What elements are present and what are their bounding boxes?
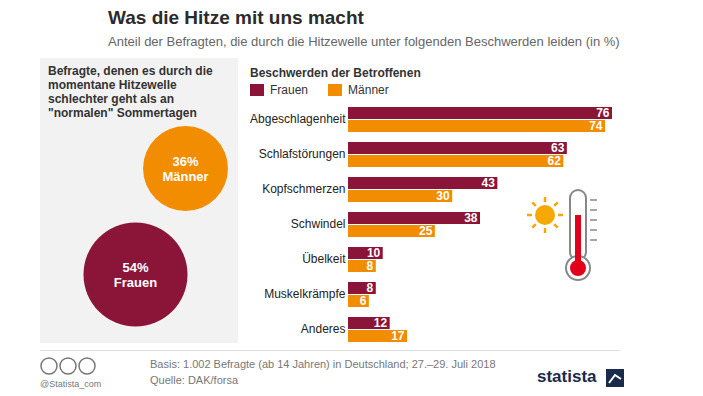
svg-text:Kopfschmerzen: Kopfschmerzen bbox=[262, 182, 345, 196]
svg-text:8: 8 bbox=[367, 281, 374, 295]
html-text:Quelle: DAK/forsa: Quelle: DAK/forsa bbox=[150, 374, 238, 386]
svg-text:62: 62 bbox=[548, 154, 562, 168]
svg-text:8: 8 bbox=[367, 259, 374, 273]
html-text:Anteil der Befragten, die durc: Anteil der Befragten, die durch die Hitz… bbox=[108, 34, 620, 49]
html-text:Beschwerden der Betroffenen: Beschwerden der Betroffenen bbox=[250, 66, 421, 80]
svg-text:63: 63 bbox=[551, 141, 565, 155]
svg-text:36%Männer: 36%Männer bbox=[162, 154, 208, 185]
svg-text:Schwindel: Schwindel bbox=[291, 217, 346, 231]
svg-text:10: 10 bbox=[367, 246, 381, 260]
html-text:Was die Hitze mit uns macht: Was die Hitze mit uns macht bbox=[108, 7, 364, 28]
html-text:@Statista_com: @Statista_com bbox=[40, 379, 102, 389]
svg-text:54%Frauen: 54%Frauen bbox=[114, 260, 157, 291]
svg-text:74: 74 bbox=[589, 119, 603, 133]
svg-text:12: 12 bbox=[374, 316, 388, 330]
svg-text:Muskelkrämpfe: Muskelkrämpfe bbox=[264, 287, 346, 301]
svg-text:Abgeschlagenheit: Abgeschlagenheit bbox=[250, 112, 346, 126]
svg-text:Übelkeit: Übelkeit bbox=[302, 252, 346, 266]
svg-text:Anderes: Anderes bbox=[301, 322, 346, 336]
svg-text:6: 6 bbox=[360, 294, 367, 308]
html-text:Basis: 1.002 Befragte (ab 14 J: Basis: 1.002 Befragte (ab 14 Jahren) in … bbox=[150, 358, 496, 370]
svg-text:43: 43 bbox=[482, 176, 496, 190]
svg-text:Schlafstörungen: Schlafstörungen bbox=[259, 147, 346, 161]
svg-text:38: 38 bbox=[464, 211, 478, 225]
svg-text:76: 76 bbox=[596, 106, 610, 120]
svg-text:30: 30 bbox=[436, 189, 450, 203]
svg-text:25: 25 bbox=[419, 224, 433, 238]
html-text:Befragte, denen es durch die m: Befragte, denen es durch die momentane H… bbox=[48, 64, 213, 120]
html-text:statista: statista bbox=[537, 367, 597, 386]
svg-text:17: 17 bbox=[391, 329, 405, 343]
html-text:Männer: Männer bbox=[348, 83, 389, 97]
html-text:Frauen: Frauen bbox=[270, 83, 308, 97]
